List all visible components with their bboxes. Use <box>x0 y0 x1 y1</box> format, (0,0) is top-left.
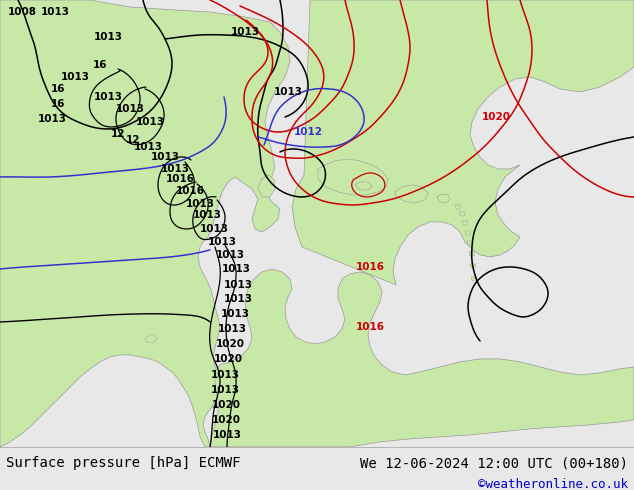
Polygon shape <box>462 221 468 225</box>
Text: 1013: 1013 <box>207 237 236 247</box>
Text: 16: 16 <box>51 84 65 94</box>
Polygon shape <box>459 212 465 216</box>
Text: 1013: 1013 <box>93 92 122 102</box>
Text: Surface pressure [hPa] ECMWF: Surface pressure [hPa] ECMWF <box>6 456 241 470</box>
Text: 1013: 1013 <box>224 280 252 290</box>
Text: 1013: 1013 <box>210 370 240 380</box>
Text: 1013: 1013 <box>200 224 228 234</box>
Text: 1016: 1016 <box>356 322 384 332</box>
Polygon shape <box>465 231 471 235</box>
Text: 1013: 1013 <box>224 294 252 304</box>
Polygon shape <box>0 0 290 447</box>
Text: 1013: 1013 <box>210 385 240 395</box>
Text: 1013: 1013 <box>221 264 250 274</box>
Polygon shape <box>455 205 461 209</box>
Polygon shape <box>467 241 473 245</box>
Text: 12: 12 <box>126 135 140 145</box>
Polygon shape <box>395 185 428 203</box>
Text: 1013: 1013 <box>136 117 164 127</box>
Text: 1013: 1013 <box>160 164 190 174</box>
Text: 1013: 1013 <box>216 250 245 260</box>
Text: 1013: 1013 <box>212 430 242 440</box>
Text: 1013: 1013 <box>186 199 214 209</box>
Text: 1013: 1013 <box>115 104 145 114</box>
Text: 1016: 1016 <box>165 174 195 184</box>
Text: 12: 12 <box>111 129 126 139</box>
Polygon shape <box>470 264 476 268</box>
Text: 1020: 1020 <box>212 400 240 410</box>
Polygon shape <box>318 159 388 195</box>
Text: 1013: 1013 <box>134 142 162 152</box>
Text: 1013: 1013 <box>41 7 70 17</box>
Polygon shape <box>258 175 275 197</box>
Text: ©weatheronline.co.uk: ©weatheronline.co.uk <box>477 478 628 490</box>
Polygon shape <box>355 182 372 190</box>
Polygon shape <box>469 252 475 256</box>
Text: 1012: 1012 <box>294 127 323 137</box>
Text: 1020: 1020 <box>216 339 245 349</box>
Text: 1013: 1013 <box>60 72 89 82</box>
Text: 1016: 1016 <box>356 262 384 272</box>
Text: We 12-06-2024 12:00 UTC (00+180): We 12-06-2024 12:00 UTC (00+180) <box>359 456 628 470</box>
Polygon shape <box>210 269 634 447</box>
Text: 1016: 1016 <box>176 186 205 196</box>
Text: 16: 16 <box>51 99 65 109</box>
Polygon shape <box>471 277 477 281</box>
Text: 1020: 1020 <box>214 354 242 364</box>
Text: 1013: 1013 <box>231 27 259 37</box>
Text: 1013: 1013 <box>37 114 67 124</box>
Text: 1013: 1013 <box>217 324 247 334</box>
Text: 1013: 1013 <box>273 87 302 97</box>
Text: 1013: 1013 <box>93 32 122 42</box>
Text: 1013: 1013 <box>150 152 179 162</box>
Text: 1013: 1013 <box>193 210 221 220</box>
Text: 1020: 1020 <box>212 415 240 425</box>
Text: 1013: 1013 <box>221 309 250 319</box>
Polygon shape <box>292 0 634 285</box>
Text: 16: 16 <box>93 60 107 70</box>
Polygon shape <box>145 335 157 343</box>
Text: 1020: 1020 <box>481 112 510 122</box>
Text: 1008: 1008 <box>8 7 37 17</box>
Polygon shape <box>437 194 450 203</box>
